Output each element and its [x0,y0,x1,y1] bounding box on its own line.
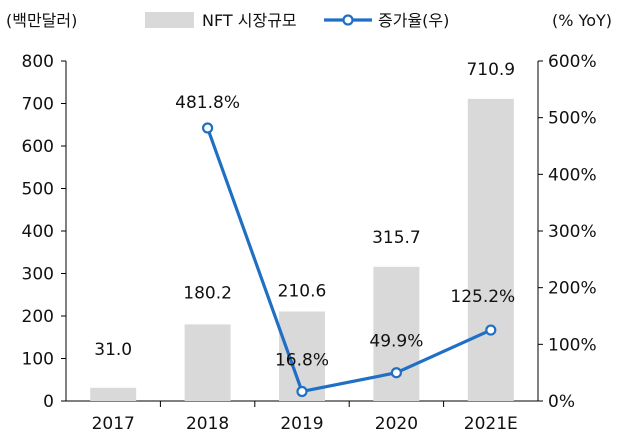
bar-data-label: 710.9 [466,60,515,80]
left-tick-label: 100 [22,350,54,370]
left-tick-label: 200 [22,307,54,327]
legend-bar-swatch [145,12,194,28]
left-tick-label: 400 [22,222,54,242]
bar [373,266,420,401]
left-axis-unit: (백만달러) [6,11,77,30]
x-tick-label: 2021E [464,414,518,434]
x-tick-label: 2018 [186,414,229,434]
growth-point [202,122,214,134]
line-data-label: 16.8% [275,350,329,370]
legend-bar-label: NFT 시장규모 [202,11,297,30]
bar [467,98,514,402]
bar [90,387,137,401]
right-tick-label: 0% [548,392,575,412]
bar [184,324,231,401]
line-data-label: 481.8% [175,93,240,113]
legend: NFT 시장규모 증가율(우) [145,11,449,30]
right-tick-label: 400% [548,165,597,185]
x-tick-label: 2020 [375,414,418,434]
x-tick-label: 2019 [280,414,323,434]
growth-point [390,367,402,379]
bar-data-label: 210.6 [278,281,327,301]
x-tick-label: 2017 [92,414,135,434]
labels-layer: 31.0 180.2 210.6 315.7 710.9 481.8% 16.8% 49.9%… [94,60,515,371]
left-tick-label: 0 [43,392,54,412]
growth-point [296,385,308,398]
left-tick-label: 800 [22,52,54,72]
line-layer [202,122,497,398]
legend-line-label: 증가율(우) [378,11,449,30]
growth-line [206,127,492,394]
line-data-label: 49.9% [369,332,423,352]
bars-layer [90,98,514,402]
right-axis-unit: (% YoY) [552,11,612,30]
right-tick-label: 200% [548,279,597,299]
line-data-label: 125.2% [450,287,515,307]
growth-point [485,324,497,336]
right-tick-label: 100% [548,335,597,355]
left-tick-label: 700 [22,95,54,115]
right-tick-label: 600% [548,52,597,72]
right-tick-label: 500% [548,109,597,129]
bar-data-label: 180.2 [183,283,232,303]
left-tick-label: 600 [22,137,54,157]
left-tick-label: 500 [22,180,54,200]
right-tick-label: 300% [548,222,597,242]
axes-layer: 0 100 200 300 400 500 600 700 800 0% 100% 200% 300% 4… [6,11,612,434]
bar-data-label: 315.7 [372,228,421,248]
left-tick-label: 300 [22,265,54,285]
bar-data-label: 31.0 [94,340,132,360]
legend-line-marker [342,14,354,26]
